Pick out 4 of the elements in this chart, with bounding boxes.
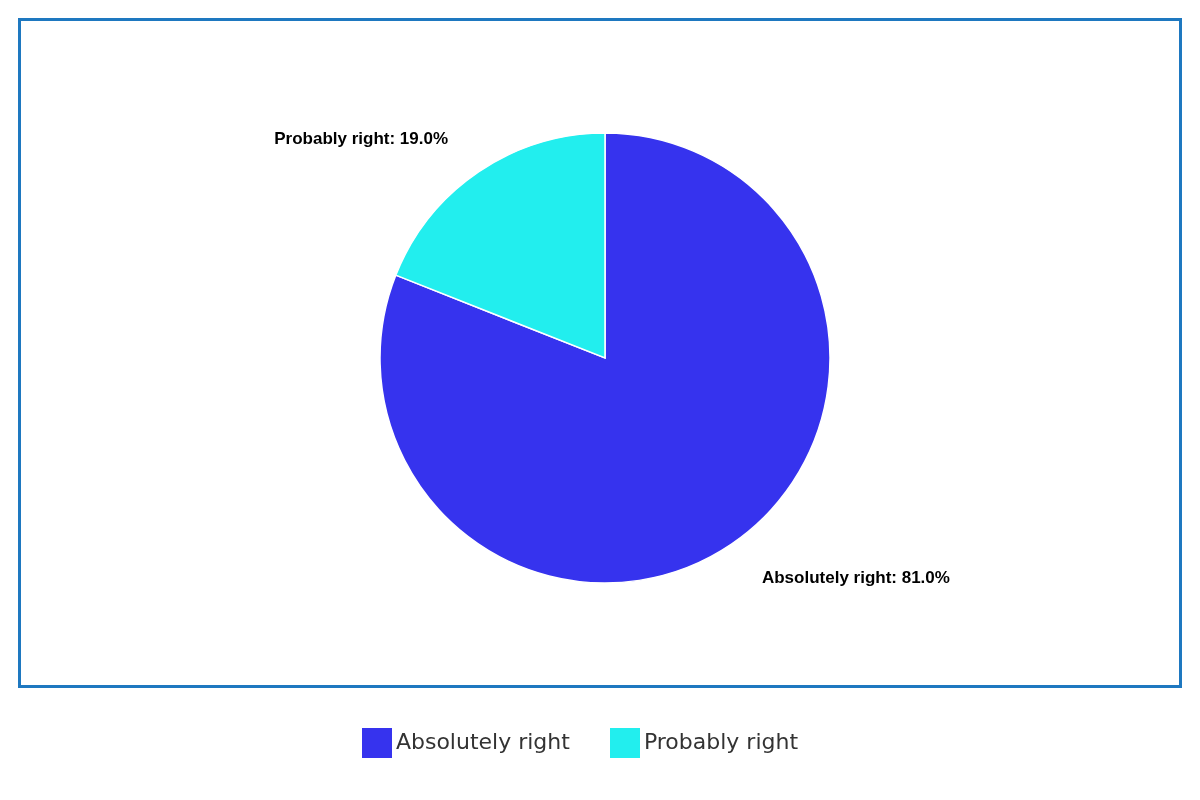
data-label: Probably right: 19.0% (274, 129, 449, 149)
data-label: Absolutely right: 81.0% (761, 567, 950, 587)
legend-label: Probably right (643, 729, 799, 754)
legend-label: Absolutely right (395, 729, 570, 754)
